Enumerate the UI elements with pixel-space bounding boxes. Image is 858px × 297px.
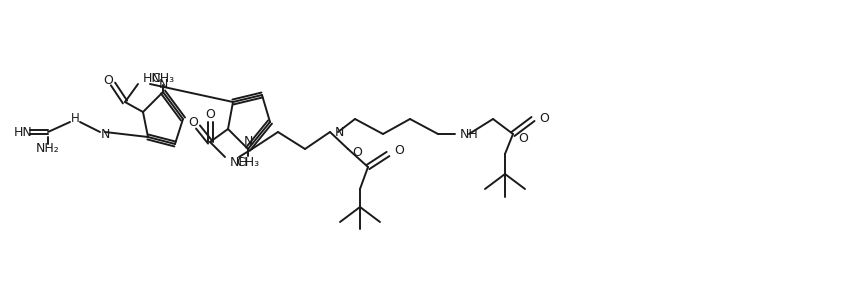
Text: H: H xyxy=(70,113,80,126)
Text: N: N xyxy=(100,127,110,140)
Text: N: N xyxy=(244,135,253,148)
Text: HN: HN xyxy=(143,72,162,86)
Text: O: O xyxy=(518,132,528,145)
Text: NH₂: NH₂ xyxy=(36,143,60,156)
Text: O: O xyxy=(352,146,362,159)
Text: N: N xyxy=(335,126,344,138)
Text: NH: NH xyxy=(230,156,249,168)
Text: O: O xyxy=(539,113,549,126)
Text: O: O xyxy=(103,73,113,86)
Text: N: N xyxy=(159,78,167,91)
Text: NH: NH xyxy=(460,129,479,141)
Text: O: O xyxy=(188,116,198,129)
Text: O: O xyxy=(205,108,215,121)
Text: CH₃: CH₃ xyxy=(152,72,174,86)
Text: HN: HN xyxy=(14,126,33,138)
Text: CH₃: CH₃ xyxy=(237,156,260,168)
Text: O: O xyxy=(394,143,404,157)
